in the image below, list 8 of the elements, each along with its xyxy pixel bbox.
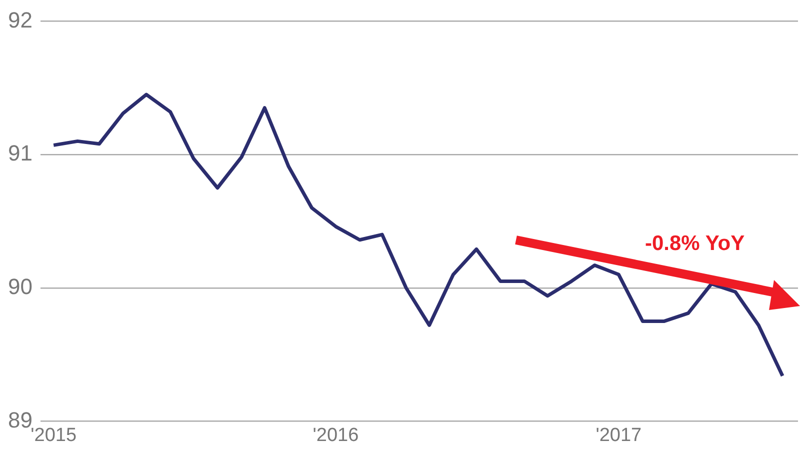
x-tick-label: '2016 <box>312 424 359 446</box>
y-tick-label: 90 <box>8 274 32 299</box>
y-tick-label: 92 <box>8 7 32 32</box>
y-tick-label: 89 <box>8 407 32 432</box>
y-tick-label: 91 <box>8 140 32 166</box>
annotation: -0.8% YoY <box>645 232 745 256</box>
x-tick-label: '2017 <box>596 424 642 446</box>
x-tick-label: '2015 <box>30 424 77 446</box>
